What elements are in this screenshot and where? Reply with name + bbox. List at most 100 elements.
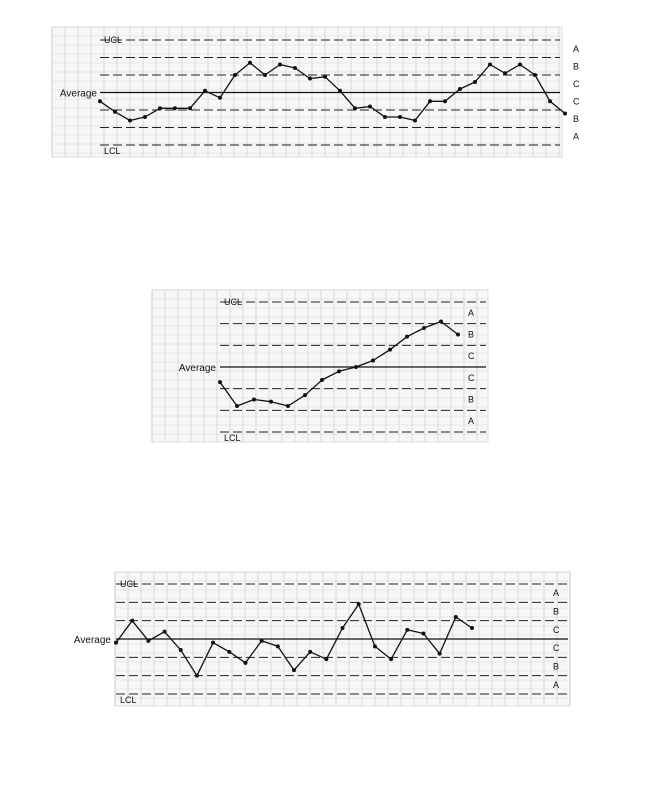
zone-label-a: A — [553, 588, 559, 598]
average-label: Average — [179, 363, 217, 374]
data-point — [372, 644, 377, 649]
data-point — [443, 99, 447, 104]
data-point — [259, 638, 264, 643]
zone-label-c: C — [468, 373, 475, 383]
data-point — [356, 602, 361, 607]
data-point — [308, 76, 312, 81]
data-point — [389, 657, 394, 662]
average-label: Average — [60, 89, 98, 100]
data-point — [518, 62, 522, 67]
data-point — [422, 326, 426, 330]
zone-label-b: B — [468, 330, 474, 340]
data-point — [293, 66, 297, 70]
data-point — [458, 87, 462, 91]
ucl-label: UCL — [224, 297, 242, 307]
zone-label-c: C — [553, 643, 560, 653]
lcl-label: LCL — [104, 146, 121, 156]
data-point — [340, 626, 345, 630]
lcl-label: LCL — [120, 695, 137, 705]
data-point — [437, 651, 442, 656]
average-label: Average — [74, 635, 112, 646]
zone-label-c: C — [553, 625, 560, 635]
zone-label-b: B — [553, 662, 559, 672]
data-point — [371, 358, 375, 363]
data-point — [428, 99, 432, 104]
data-point — [405, 627, 410, 632]
grid-background — [151, 289, 489, 443]
control-chart-2: UCL LCL Average A B C C B A — [151, 289, 489, 443]
data-point — [470, 626, 474, 630]
zone-label-b: B — [553, 607, 559, 617]
data-point — [275, 644, 280, 649]
data-point — [292, 668, 296, 673]
data-point — [114, 640, 118, 645]
data-point — [413, 118, 417, 123]
data-point — [323, 74, 327, 79]
data-point — [337, 369, 341, 374]
data-point — [235, 404, 239, 408]
grid — [151, 289, 489, 443]
data-point — [278, 62, 282, 67]
data-point — [188, 106, 192, 111]
data-point — [353, 106, 357, 111]
zone-label-a: A — [573, 131, 579, 141]
zone-label-a: A — [468, 308, 474, 318]
zone-label-c: C — [573, 79, 580, 89]
zone-label-a: A — [553, 680, 559, 690]
lcl-label: LCL — [224, 433, 241, 443]
data-point — [194, 673, 199, 678]
data-point — [252, 397, 256, 402]
data-point — [388, 347, 392, 352]
data-point — [453, 615, 458, 619]
data-point — [203, 88, 207, 93]
data-point — [338, 88, 342, 93]
zone-label-b: B — [468, 395, 474, 405]
data-point — [113, 109, 117, 114]
data-point — [421, 631, 426, 636]
data-point — [227, 649, 232, 654]
data-point — [368, 104, 372, 109]
ucl-label: UCL — [104, 35, 122, 45]
series-line — [99, 62, 566, 122]
data-point — [233, 73, 237, 77]
data-point — [286, 404, 290, 408]
data-point — [218, 95, 222, 100]
data-point — [146, 638, 151, 643]
data-point — [178, 648, 183, 652]
data-point — [248, 60, 252, 65]
data-point — [488, 62, 492, 67]
zone-label-b: B — [573, 61, 579, 71]
data-point — [158, 106, 162, 111]
data-point — [503, 71, 507, 76]
data-point — [128, 118, 132, 123]
data-point — [243, 660, 248, 665]
data-point — [218, 380, 222, 385]
data-point — [405, 334, 409, 339]
data-point — [324, 657, 329, 662]
data-point — [456, 332, 460, 337]
data-point — [98, 99, 102, 104]
data-point — [308, 649, 313, 654]
data-point — [173, 106, 177, 111]
data-point — [473, 80, 477, 84]
data-point — [303, 393, 307, 398]
data-point — [354, 365, 358, 369]
data-point — [263, 73, 267, 77]
zone-label-a: A — [468, 416, 474, 426]
zone-label-c: C — [573, 96, 580, 106]
data-point — [143, 115, 147, 119]
data-point — [548, 99, 552, 104]
data-point — [563, 111, 567, 116]
data-point — [398, 115, 402, 119]
data-point — [383, 115, 387, 119]
zone-label-a: A — [573, 44, 579, 54]
data-point — [533, 73, 537, 77]
zone-label-b: B — [573, 114, 579, 124]
data-point — [439, 319, 443, 324]
data-point — [269, 399, 273, 404]
data-point — [130, 618, 135, 623]
ucl-label: UCL — [120, 579, 138, 589]
